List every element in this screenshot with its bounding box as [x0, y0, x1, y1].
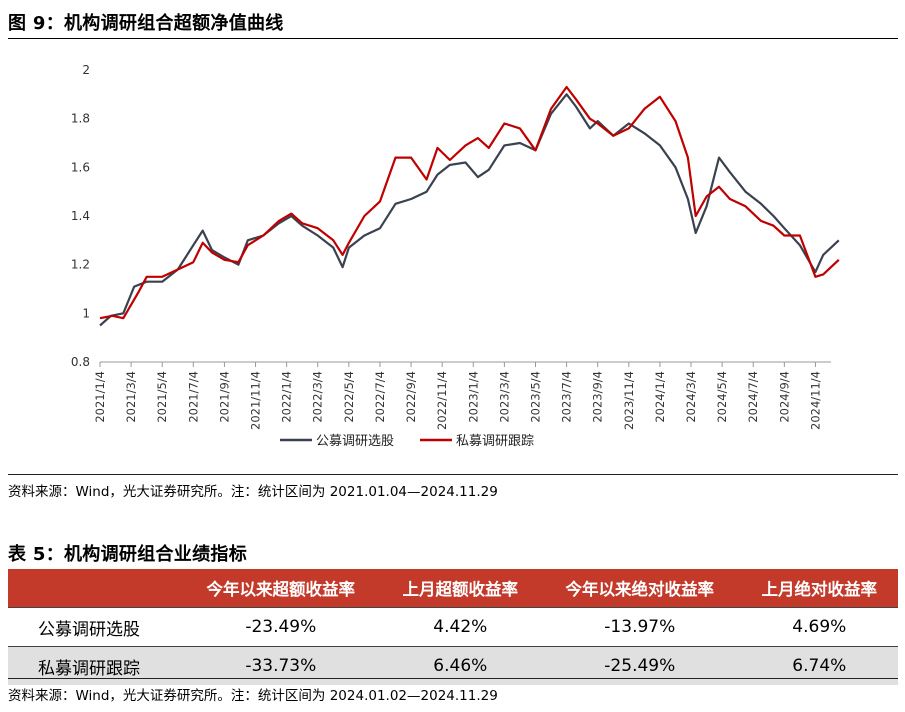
row-name: 公募调研选股: [8, 607, 180, 647]
table-header-row: 今年以来超额收益率 上月超额收益率 今年以来绝对收益率 上月绝对收益率: [8, 569, 898, 608]
x-tick-label: 2022/11/4: [435, 371, 449, 430]
x-tick-label: 2022/1/4: [280, 371, 294, 423]
header-ytd-excess: 今年以来超额收益率: [180, 569, 382, 608]
y-tick-label: 2: [82, 63, 90, 77]
x-tick-label: 2021/7/4: [186, 371, 200, 423]
cell-ytd-excess: -23.49%: [180, 607, 382, 647]
x-tick-label: 2024/9/4: [777, 371, 791, 423]
figure-title-rule: [8, 38, 898, 39]
table-bottom-rule: [8, 678, 898, 679]
x-tick-label: 2021/5/4: [155, 371, 169, 423]
cell-lastmonth-excess: 6.46%: [381, 646, 539, 685]
x-tick-label: 2024/1/4: [653, 371, 667, 423]
x-tick-label: 2021/1/4: [93, 371, 107, 423]
header-ytd-absolute: 今年以来绝对收益率: [538, 569, 741, 608]
metrics-table: 今年以来超额收益率 上月超额收益率 今年以来绝对收益率 上月绝对收益率 公募调研…: [8, 569, 898, 685]
x-tick-label: 2023/1/4: [466, 371, 480, 423]
cell-ytd-excess: -33.73%: [180, 646, 382, 685]
x-tick-label: 2023/7/4: [560, 371, 574, 423]
series-line-public: [99, 93, 840, 327]
x-tick-label: 2023/5/4: [528, 371, 542, 423]
x-tick-label: 2024/11/4: [808, 371, 822, 430]
y-tick-label: 1.8: [71, 112, 90, 126]
x-tick-label: 2023/9/4: [591, 371, 605, 423]
x-tick-label: 2021/11/4: [249, 371, 263, 430]
x-tick-label: 2022/3/4: [311, 371, 325, 423]
table-row: 私募调研跟踪 -33.73% 6.46% -25.49% 6.74%: [8, 646, 898, 685]
y-tick-label: 1.4: [71, 209, 90, 223]
y-tick-label: 1.6: [71, 160, 90, 174]
x-tick-label: 2024/3/4: [684, 371, 698, 423]
table-source-note: 资料来源：Wind，光大证券研究所。注：统计区间为 2024.01.02—202…: [8, 688, 498, 704]
legend-label: 公募调研选股: [316, 434, 394, 449]
cell-lastmonth-absolute: 4.69%: [740, 607, 898, 647]
y-tick-label: 0.8: [71, 355, 90, 369]
x-tick-label: 2022/9/4: [404, 371, 418, 423]
row-name: 私募调研跟踪: [8, 646, 180, 685]
x-tick-label: 2022/7/4: [373, 371, 387, 423]
x-tick-label: 2023/3/4: [497, 371, 511, 423]
excess-nav-chart: 0.8 1 1.2 1.4 1.6 1.8 2 2021/1/4 2021/3/4 2021/5…: [71, 63, 840, 449]
series-line-private: [99, 85, 840, 320]
cell-lastmonth-excess: 4.42%: [381, 607, 539, 647]
header-lastmonth-absolute: 上月绝对收益率: [740, 569, 898, 608]
header-cell-blank: [8, 569, 180, 608]
y-tick-label: 1: [82, 306, 90, 320]
cell-ytd-absolute: -25.49%: [538, 646, 741, 685]
x-tick-label: 2021/9/4: [217, 371, 231, 423]
cell-ytd-absolute: -13.97%: [538, 607, 741, 647]
figure-source-rule: [8, 474, 898, 475]
table-row: 公募调研选股 -23.49% 4.42% -13.97% 4.69%: [8, 607, 898, 647]
figure-source-note: 资料来源：Wind，光大证券研究所。注：统计区间为 2021.01.04—202…: [8, 484, 498, 500]
figure-title: 图 9：机构调研组合超额净值曲线: [8, 13, 284, 34]
x-tick-label: 2024/5/4: [715, 371, 729, 423]
x-tick-label: 2022/5/4: [342, 371, 356, 423]
header-lastmonth-excess: 上月超额收益率: [381, 569, 539, 608]
x-tick-label: 2021/3/4: [124, 371, 138, 423]
x-tick-label: 2024/7/4: [746, 371, 760, 423]
y-tick-label: 1.2: [71, 258, 90, 272]
table-title: 表 5：机构调研组合业绩指标: [8, 544, 247, 565]
cell-lastmonth-absolute: 6.74%: [740, 646, 898, 685]
legend-label: 私募调研跟踪: [456, 434, 534, 449]
x-tick-label: 2023/11/4: [622, 371, 636, 430]
